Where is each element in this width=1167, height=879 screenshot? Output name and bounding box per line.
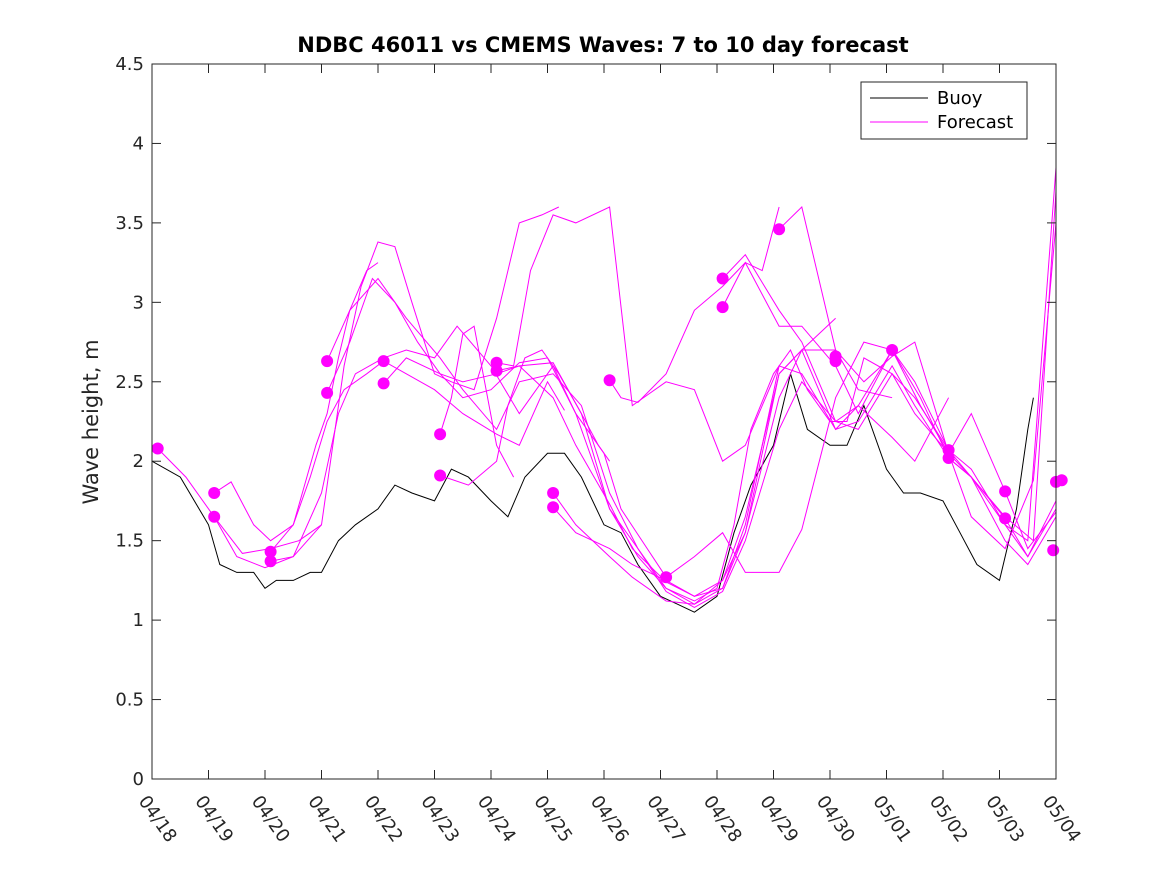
- forecast-marker-8: [377, 377, 390, 390]
- forecast-marker-19: [773, 223, 786, 236]
- y-tick-label-2: 1: [133, 610, 144, 631]
- forecast-marker-3: [264, 545, 277, 558]
- forecast-line-3: [213, 325, 667, 578]
- forecast-marker-6: [321, 386, 334, 399]
- forecast-marker-14: [547, 501, 560, 514]
- forecast-line-1: [157, 448, 322, 554]
- y-axis-label: Wave height, m: [79, 339, 103, 504]
- forecast-line-4: [270, 262, 379, 553]
- forecast-marker-24: [942, 452, 955, 464]
- y-tick-label-7: 3.5: [115, 213, 144, 234]
- forecast-marker-12: [490, 364, 503, 377]
- y-tick-label-5: 2.5: [115, 372, 144, 393]
- y-tick-label-4: 2: [133, 451, 144, 472]
- forecast-marker-7: [377, 355, 390, 368]
- forecast-marker-2: [208, 510, 221, 523]
- data-layer: [151, 167, 1068, 613]
- chart-legend: Buoy Forecast: [860, 81, 1028, 140]
- forecast-marker-9: [434, 428, 447, 441]
- y-tick-label-9: 4.5: [115, 54, 144, 75]
- forecast-line-11: [496, 206, 780, 462]
- forecast-line-2: [213, 360, 565, 542]
- forecast-line-9: [439, 325, 515, 478]
- forecast-line-19: [778, 206, 1057, 550]
- forecast-marker-16: [660, 571, 673, 584]
- chart-title: NDBC 46011 vs CMEMS Waves: 7 to 10 day f…: [297, 33, 908, 57]
- forecast-marker-5: [321, 355, 334, 368]
- forecast-marker-26: [999, 512, 1012, 525]
- forecast-marker-22: [886, 344, 899, 356]
- y-tick-label-3: 1.5: [115, 531, 144, 552]
- forecast-line-10: [439, 349, 611, 486]
- forecast-marker-21: [829, 355, 842, 368]
- forecast-marker-0: [151, 442, 164, 455]
- y-tick-label-0: 0: [133, 769, 144, 790]
- forecast-line-15: [609, 206, 780, 403]
- forecast-marker-17: [716, 272, 729, 285]
- legend-label-forecast: Forecast: [937, 112, 1013, 133]
- forecast-marker-10: [434, 469, 447, 482]
- y-tick-label-1: 0.5: [115, 690, 144, 711]
- legend-label-buoy: Buoy: [937, 88, 983, 109]
- y-tick-label-8: 4: [133, 133, 144, 154]
- forecast-line-5: [270, 206, 560, 562]
- forecast-marker-15: [603, 374, 616, 387]
- buoy-line: [151, 371, 1034, 613]
- forecast-line-16: [665, 341, 1057, 578]
- forecast-line-14: [552, 365, 950, 597]
- forecast-marker-18: [716, 301, 729, 314]
- forecast-marker-1: [208, 487, 221, 499]
- legend-box: [860, 81, 1028, 140]
- forecast-marker-25: [999, 485, 1012, 498]
- forecast-marker-4: [264, 555, 277, 568]
- y-tick-label-6: 3: [133, 292, 144, 313]
- forecast-marker-13: [547, 487, 560, 499]
- forecast-marker-29: [1047, 544, 1060, 557]
